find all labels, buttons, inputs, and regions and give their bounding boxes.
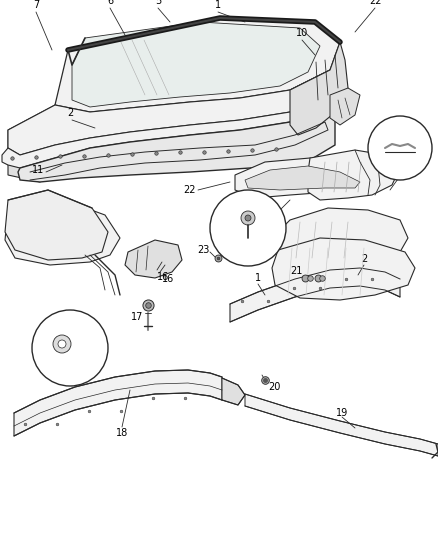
Polygon shape [125,240,182,278]
Circle shape [32,310,108,386]
Text: 16: 16 [162,274,174,284]
Text: 17: 17 [131,312,143,322]
Text: 20: 20 [268,382,280,392]
Polygon shape [8,70,330,155]
Text: 1: 1 [255,273,261,283]
Circle shape [368,116,432,180]
Polygon shape [8,105,55,182]
Circle shape [245,215,251,221]
Text: 5: 5 [155,0,161,6]
Text: 1: 1 [215,0,221,10]
Text: 7: 7 [33,0,39,10]
Circle shape [210,190,286,266]
Text: 22: 22 [184,185,196,195]
Text: 27: 27 [389,157,401,167]
Polygon shape [245,166,360,190]
Polygon shape [330,88,360,125]
Polygon shape [55,18,340,112]
Text: 16: 16 [157,272,169,282]
Text: 6: 6 [107,0,113,6]
Polygon shape [2,95,338,168]
Polygon shape [230,268,400,322]
Polygon shape [235,158,370,198]
Polygon shape [245,394,438,456]
Polygon shape [18,108,335,182]
Text: 18: 18 [116,428,128,438]
Text: 23: 23 [198,245,210,255]
Polygon shape [290,42,348,135]
Text: 2: 2 [67,108,73,118]
Circle shape [58,340,66,348]
Text: 24: 24 [258,233,270,243]
Polygon shape [14,370,222,436]
Polygon shape [278,208,408,265]
Polygon shape [308,150,400,200]
Text: 21: 21 [291,266,303,276]
Polygon shape [272,238,415,300]
Polygon shape [5,190,108,260]
Circle shape [241,211,255,225]
Text: 22: 22 [369,0,381,6]
Text: 10: 10 [296,28,308,38]
Text: 2: 2 [361,254,367,264]
Polygon shape [72,22,320,107]
Polygon shape [222,378,245,405]
Text: 11: 11 [32,165,44,175]
Text: 25: 25 [74,347,86,357]
Text: 19: 19 [336,408,348,418]
Polygon shape [5,195,120,265]
Circle shape [53,335,71,353]
